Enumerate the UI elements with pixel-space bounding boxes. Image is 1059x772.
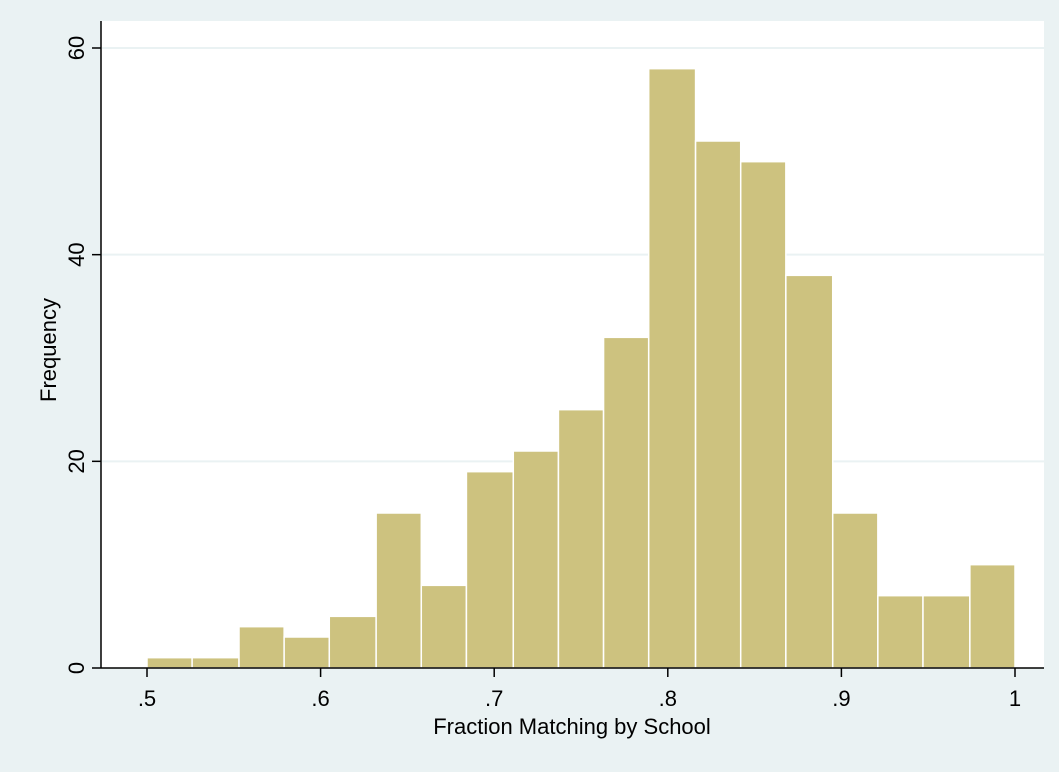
y-tick-label: 20 <box>64 449 89 473</box>
x-axis-label: Fraction Matching by School <box>433 714 711 739</box>
histogram-bar-16 <box>831 512 879 669</box>
histogram-bar-6 <box>375 512 423 669</box>
y-axis-label: Frequency <box>36 298 61 402</box>
x-tick-label: .9 <box>832 686 850 711</box>
bars <box>146 67 1016 669</box>
histogram-bar-12 <box>647 67 697 669</box>
x-axis-ticks: .5 .6 .7 .8 .9 1 <box>138 668 1021 711</box>
y-tick-label: 60 <box>64 36 89 60</box>
x-tick-label: .7 <box>485 686 503 711</box>
histogram-bar-1 <box>146 656 193 669</box>
histogram-bar-10 <box>557 408 605 669</box>
histogram-bar-11 <box>602 336 650 669</box>
x-tick-label: .8 <box>659 686 677 711</box>
x-tick-label: .5 <box>138 686 156 711</box>
histogram-bar-18 <box>922 594 971 669</box>
histogram-bar-19 <box>969 563 1016 669</box>
histogram-bar-9 <box>512 450 560 669</box>
histogram-bar-15 <box>785 274 834 669</box>
y-tick-label: 0 <box>64 662 89 674</box>
x-tick-label: .6 <box>311 686 329 711</box>
histogram-bar-2 <box>191 656 240 669</box>
histogram-bar-14 <box>739 160 787 669</box>
histogram-bar-17 <box>877 594 924 669</box>
histogram-bar-3 <box>238 625 285 669</box>
histogram-bar-8 <box>465 470 515 669</box>
histogram-bar-4 <box>283 636 331 669</box>
y-tick-label: 40 <box>64 242 89 266</box>
histogram-bar-13 <box>694 140 742 669</box>
histogram-bar-5 <box>328 615 377 669</box>
histogram-bar-7 <box>420 584 468 669</box>
y-axis-ticks: 0 20 40 60 <box>64 36 101 674</box>
x-tick-label: 1 <box>1009 686 1021 711</box>
